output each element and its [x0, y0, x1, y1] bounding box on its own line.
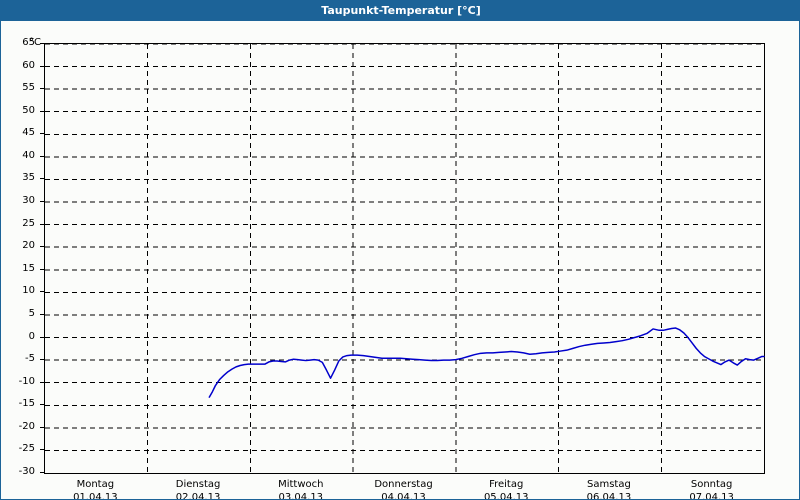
- y-axis-tick-mark: [40, 381, 44, 383]
- y-axis-tick-mark: [40, 133, 44, 135]
- x-axis-date-label: 03.04.13: [278, 492, 324, 500]
- x-axis-tick-freitag: Freitag 05.04.13: [451, 478, 561, 500]
- y-axis-tick-mark: [40, 201, 44, 203]
- x-axis-day-label: Freitag: [489, 479, 524, 490]
- y-axis-tick-mark: [40, 359, 44, 361]
- y-axis-tick-label: -5: [25, 353, 35, 365]
- y-axis-tick-mark: [40, 472, 44, 473]
- x-axis-day-label: Sonntag: [690, 479, 733, 490]
- y-axis-tick-mark: [40, 268, 44, 270]
- y-axis-tick-label: 20: [22, 240, 35, 252]
- y-axis-tick-label: 10: [22, 285, 35, 297]
- x-axis-date-label: 05.04.13: [483, 492, 529, 500]
- y-axis-tick-mark: [40, 178, 44, 180]
- plot-area: [44, 43, 765, 474]
- data-series-line: [208, 327, 765, 398]
- x-axis-tick-donnerstag: Donnerstag 04.04.13: [349, 478, 459, 500]
- y-axis-tick-label: -10: [18, 375, 35, 387]
- y-axis-tick-mark: [40, 65, 44, 67]
- y-axis-tick-label: 5: [28, 307, 35, 319]
- y-axis-tick-mark: [40, 426, 44, 428]
- y-axis-tick-mark: [40, 155, 44, 157]
- y-axis-tick-mark: [40, 43, 44, 44]
- y-axis-unit-label: °C: [29, 37, 41, 48]
- x-axis-day-label: Mittwoch: [278, 479, 324, 490]
- y-axis-tick-label: 50: [22, 104, 35, 116]
- y-axis-tick-mark: [40, 449, 44, 451]
- y-axis-tick-label: -20: [18, 420, 35, 432]
- y-axis-tick-mark: [40, 246, 44, 248]
- x-axis-date-label: 01.04.13: [73, 492, 118, 500]
- x-axis-day-label: Montag: [76, 479, 115, 490]
- x-axis-day-label: Dienstag: [175, 479, 221, 490]
- x-axis-tick-sonntag: Sonntag 07.04.13: [657, 478, 767, 500]
- y-axis-tick-label: 25: [22, 217, 35, 229]
- y-axis-tick-mark: [40, 223, 44, 225]
- y-axis-tick-label: 15: [22, 262, 35, 274]
- y-axis-tick-mark: [40, 88, 44, 90]
- x-axis-tick-mittwoch: Mittwoch 03.04.13: [246, 478, 356, 500]
- y-axis-tick-label: -30: [18, 466, 35, 477]
- x-axis-day-label: Donnerstag: [374, 479, 433, 490]
- y-axis-tick-mark: [40, 110, 44, 112]
- x-axis-tick-dienstag: Dienstag 02.04.13: [143, 478, 253, 500]
- y-axis-tick-label: 60: [22, 59, 35, 71]
- y-axis-tick-label: 35: [22, 172, 35, 184]
- x-axis-tick-samstag: Samstag 06.04.13: [554, 478, 664, 500]
- y-axis-tick-label: 45: [22, 127, 35, 139]
- y-axis-tick-mark: [40, 404, 44, 406]
- x-axis-date-label: 07.04.13: [689, 492, 734, 500]
- x-axis-tick-montag: Montag 01.04.13: [40, 478, 150, 500]
- y-axis-tick-label: 40: [22, 149, 35, 161]
- y-axis-tick-label: 65: [22, 37, 35, 48]
- y-axis-tick-label: -25: [18, 443, 35, 455]
- y-axis-tick-label: 55: [22, 82, 35, 94]
- y-axis-tick-mark: [40, 336, 44, 338]
- page-title: Taupunkt-Temperatur [°C]: [321, 4, 481, 17]
- grid-lines: [45, 43, 764, 473]
- window-title-bar: Taupunkt-Temperatur [°C]: [1, 1, 799, 21]
- x-axis-date-label: 06.04.13: [586, 492, 632, 500]
- x-axis-day-label: Samstag: [587, 479, 631, 490]
- y-axis-tick-label: -15: [18, 398, 35, 410]
- x-axis-date-label: 02.04.13: [175, 492, 221, 500]
- x-axis-date-label: 04.04.13: [381, 492, 426, 500]
- y-axis-tick-label: 30: [22, 195, 35, 207]
- y-axis-tick-label: 0: [28, 330, 35, 342]
- y-axis-tick-mark: [40, 291, 44, 293]
- y-axis-tick-mark: [40, 313, 44, 315]
- chart-canvas: °C 65 60 55 50 45 40 35 30 25 20 15 10 5 0 -5 -10 -15 -20…: [1, 21, 799, 499]
